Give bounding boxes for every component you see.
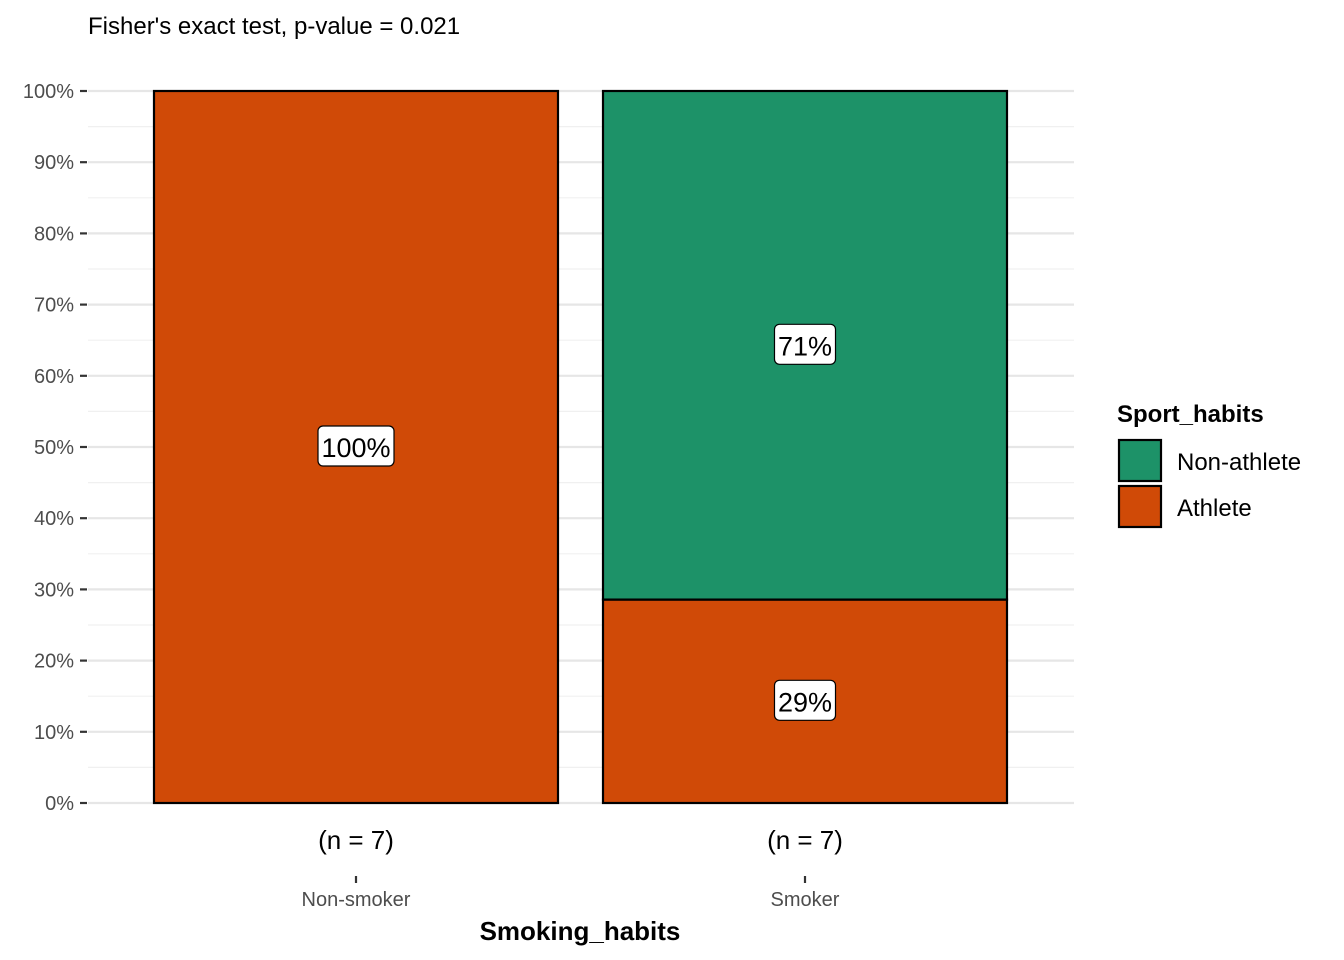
x-axis: (n = 7) Non-smoker (n = 7) Smoker (302, 825, 843, 911)
chart-subtitle: Fisher's exact test, p-value = 0.021 (88, 13, 460, 40)
y-tick-label: 50% (34, 437, 74, 459)
y-tick-label: 90% (34, 152, 74, 174)
y-tick-label: 0% (45, 793, 74, 815)
legend: Sport_habits Non-athlete Athlete (1117, 401, 1301, 529)
y-tick-label: 20% (34, 651, 74, 673)
data-label: 29% (778, 687, 832, 717)
n-count-label: (n = 7) (318, 825, 394, 855)
n-count-label: (n = 7) (767, 825, 843, 855)
y-tick-label: 40% (34, 508, 74, 530)
y-tick-label: 100% (23, 81, 74, 103)
data-label-box (317, 425, 395, 467)
data-label-box (773, 679, 837, 721)
data-label: 100% (321, 433, 390, 463)
y-tick-label: 10% (34, 722, 74, 744)
legend-label: Athlete (1177, 495, 1252, 522)
legend-key (1117, 438, 1163, 483)
data-label: 71% (778, 331, 832, 361)
y-tick-label: 80% (34, 223, 74, 245)
legend-label: Non-athlete (1177, 449, 1301, 476)
data-label-box (773, 323, 837, 365)
y-tick-label: 30% (34, 579, 74, 601)
y-tick-label: 70% (34, 295, 74, 317)
bar-labels: 100% 29% 71% (317, 323, 837, 721)
y-axis: 0% 10% 20% 30% 40% 50% 60% 70% 80% 90% 100% (23, 81, 87, 815)
x-tick-label: Non-smoker (302, 889, 411, 911)
legend-key (1117, 484, 1163, 529)
legend-title: Sport_habits (1117, 401, 1264, 428)
x-axis-title: Smoking_habits (480, 916, 681, 946)
x-tick-label: Smoker (771, 889, 840, 911)
y-tick-label: 60% (34, 366, 74, 388)
